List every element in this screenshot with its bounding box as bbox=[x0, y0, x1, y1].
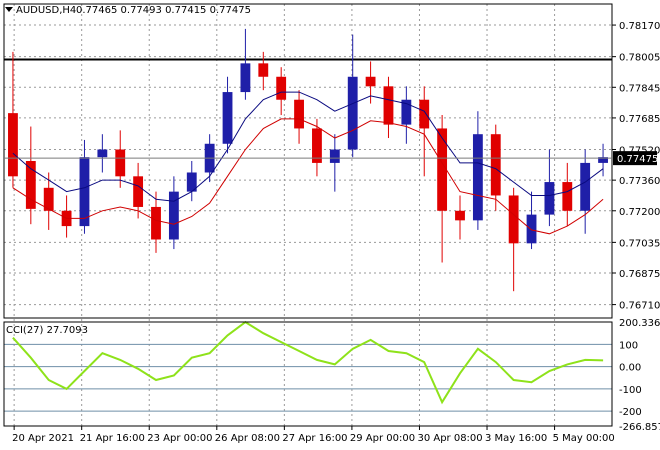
candle-body bbox=[508, 195, 519, 244]
candle-body bbox=[79, 157, 90, 227]
cci-pane-frame bbox=[3, 321, 613, 427]
candle-body bbox=[419, 99, 430, 129]
time-tick-label: 20 Apr 2021 bbox=[12, 433, 74, 444]
time-tick-label: 29 Apr 00:00 bbox=[350, 433, 415, 444]
candle-body bbox=[365, 76, 376, 87]
time-tick-label: 27 Apr 16:00 bbox=[282, 433, 347, 444]
candle-body bbox=[526, 214, 537, 244]
cci-tick-label: 200.3369 bbox=[619, 318, 660, 329]
candle-body bbox=[312, 128, 322, 163]
candle-body bbox=[186, 172, 197, 192]
ma-fast-line bbox=[12, 91, 604, 202]
price-tick-label: 0.77520 bbox=[619, 146, 660, 157]
chart-header-ohlc: 0.77465 0.77493 0.77415 0.77475 bbox=[76, 5, 251, 16]
candle-body bbox=[115, 149, 126, 177]
time-tick-label: 30 Apr 08:00 bbox=[417, 433, 482, 444]
candle-body bbox=[598, 157, 608, 163]
cci-label: CCI(27) 27.7093 bbox=[6, 325, 88, 336]
current-price-tag bbox=[613, 151, 657, 166]
candle-body bbox=[8, 113, 18, 177]
candle-body bbox=[258, 63, 269, 77]
candle-body bbox=[562, 182, 573, 211]
price-tick-label: 0.78170 bbox=[619, 21, 660, 32]
candle-body bbox=[151, 206, 161, 240]
cci-tick-label: -200 bbox=[619, 407, 642, 418]
candle-body bbox=[222, 92, 233, 144]
chart-frames bbox=[3, 3, 613, 427]
ma-slow-line bbox=[12, 118, 604, 235]
candle-body bbox=[455, 210, 465, 221]
current-price-label: 0.77475 bbox=[617, 154, 658, 165]
price-tick-label: 0.76710 bbox=[619, 301, 660, 312]
candle-body bbox=[490, 134, 501, 196]
candle-body bbox=[580, 162, 591, 211]
chevron-down-icon[interactable] bbox=[5, 7, 13, 12]
time-tick-label: 21 Apr 16:00 bbox=[80, 433, 145, 444]
time-tick-label: 5 May 00:00 bbox=[553, 433, 615, 444]
candle-body bbox=[43, 187, 54, 211]
candle-body bbox=[472, 134, 483, 221]
cci-tick-label: -100 bbox=[619, 385, 642, 396]
axis-labels: 0.78170 0.78005 0.77845 0.77685 0.77520 0.773… bbox=[4, 21, 660, 444]
time-tick-label: 23 Apr 00:00 bbox=[147, 433, 212, 444]
price-tick-label: 0.77685 bbox=[619, 114, 660, 125]
candle-body bbox=[25, 161, 36, 209]
cci-indicator bbox=[4, 320, 612, 412]
chart-header-symbol: AUDUSD,H4 bbox=[16, 5, 76, 16]
moving-average-lines bbox=[12, 91, 604, 235]
candle-body bbox=[294, 99, 304, 129]
price-tick-label: 0.77360 bbox=[619, 176, 660, 187]
cci-tick-label: 100 bbox=[619, 340, 638, 351]
candle-body bbox=[347, 76, 358, 150]
price-tick-label: 0.77035 bbox=[619, 238, 660, 249]
chart-grid bbox=[4, 4, 612, 426]
candle-body bbox=[383, 86, 394, 125]
price-tick-label: 0.77200 bbox=[619, 207, 660, 218]
price-tick-label: 0.76875 bbox=[619, 269, 660, 280]
candle-body bbox=[329, 149, 340, 163]
candle-body bbox=[276, 76, 287, 100]
candle-body bbox=[168, 191, 179, 240]
candle-body bbox=[97, 149, 108, 158]
candle-body bbox=[437, 128, 448, 211]
candle-body bbox=[544, 182, 555, 215]
candle-body bbox=[240, 63, 251, 93]
time-tick-label: 3 May 16:00 bbox=[485, 433, 547, 444]
candle-body bbox=[401, 99, 412, 125]
cci-tick-label: -266.8573 bbox=[619, 422, 660, 433]
price-tick-label: 0.78005 bbox=[619, 53, 660, 64]
candlestick-series bbox=[8, 28, 608, 292]
price-tick-label: 0.77845 bbox=[619, 83, 660, 94]
cci-tick-label: 0.00 bbox=[619, 363, 641, 374]
price-pane-frame bbox=[3, 3, 613, 319]
candle-body bbox=[133, 176, 144, 207]
cci-line bbox=[12, 320, 604, 405]
time-tick-label: 26 Apr 08:00 bbox=[215, 433, 280, 444]
